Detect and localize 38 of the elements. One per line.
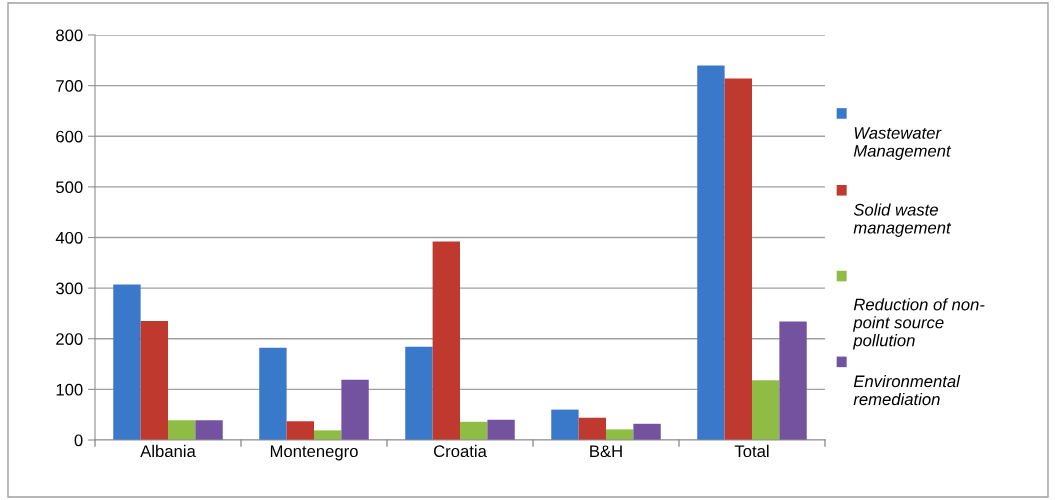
bar [259,347,287,440]
bar [140,321,168,440]
bar [432,241,460,440]
y-tick-label: 600 [56,130,83,143]
legend-label: Environmental remediation [853,374,961,406]
bar [606,429,634,440]
x-tick-label: Montenegro [270,445,358,461]
y-tick-label: 300 [56,282,83,295]
bar [405,346,433,440]
bar [633,423,661,440]
bar [752,380,780,440]
bar [113,284,141,440]
x-tick-label: Total [734,444,769,458]
y-tick-label: 500 [56,181,83,194]
bar [779,321,807,440]
bar [168,420,196,440]
legend-label: Wastewater Management [853,127,952,161]
bar [487,419,515,440]
y-tick-label: 0 [74,434,83,447]
bar [551,409,579,440]
bar [724,78,752,440]
y-tick-label: 700 [56,80,83,92]
bar [341,379,369,440]
bar [460,421,488,440]
bar [195,420,223,440]
x-tick-label: B&H [590,445,622,458]
bar [314,430,342,440]
y-tick-label: 200 [56,333,83,345]
x-tick-label: Albania [140,444,196,458]
bar [286,421,314,440]
y-tick-label: 100 [56,383,83,396]
bar [697,65,725,440]
y-tick-label: 800 [56,29,83,42]
x-tick-label: Croatia [433,444,487,458]
legend-label: Reduction of non-point source pollution [852,298,985,350]
bar [578,417,606,440]
legend-label: Solid waste management [853,203,952,237]
y-tick-label: 400 [55,231,83,244]
